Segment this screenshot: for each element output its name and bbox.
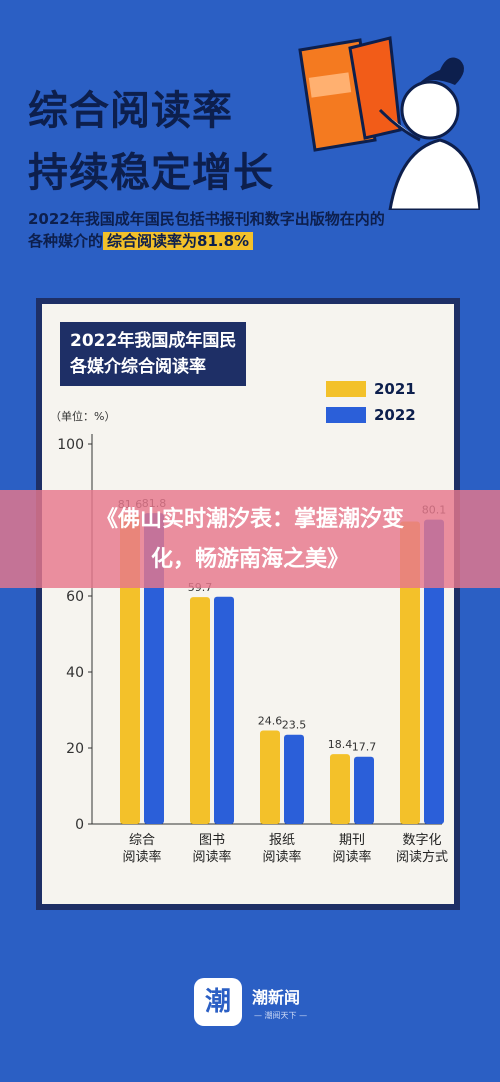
bar-2021-1 bbox=[190, 597, 210, 824]
app-name: 潮新闻 bbox=[252, 988, 301, 1007]
subtitle-line2: 各种媒介的 综合阅读率为81.8% bbox=[28, 230, 254, 251]
y-tick-label: 0 bbox=[75, 817, 84, 833]
legend-item-2022: 2022 bbox=[326, 402, 416, 428]
bar-2022-4 bbox=[424, 519, 444, 824]
unit-label: （单位：%） bbox=[50, 410, 116, 423]
chart-legend: 2021 2022 bbox=[326, 376, 416, 428]
x-tick-label: 图书 bbox=[199, 833, 225, 848]
x-tick-label: 报纸 bbox=[269, 833, 295, 848]
bar-2022-1 bbox=[214, 596, 234, 824]
x-tick-label: 期刊 bbox=[339, 833, 365, 848]
data-label: 23.5 bbox=[282, 719, 307, 732]
banner-line2: 化，畅游南海之美》 bbox=[150, 547, 349, 572]
chart-title-line2: 各媒介综合阅读率 bbox=[70, 357, 206, 377]
subtitle-prefix: 各种媒介的 bbox=[28, 232, 104, 250]
y-tick-label: 60 bbox=[66, 589, 84, 605]
x-tick-label: 阅读率 bbox=[332, 849, 371, 864]
bar-2022-3 bbox=[354, 756, 374, 824]
y-tick-label: 20 bbox=[66, 741, 84, 757]
headline-line1: 综合阅读率 bbox=[28, 88, 233, 134]
legend-swatch-2022 bbox=[326, 407, 366, 423]
infographic-header: 综合阅读率 持续稳定增长 2022年我国成年国民包括书报刊和数字出版物在内的 各… bbox=[0, 0, 500, 270]
chart-title-line1: 2022年我国成年国民 bbox=[70, 331, 237, 351]
bar-2021-4 bbox=[400, 521, 420, 824]
legend-label-2022: 2022 bbox=[374, 406, 416, 424]
y-tick-label: 40 bbox=[66, 665, 84, 681]
subtitle-line1: 2022年我国成年国民包括书报刊和数字出版物在内的 bbox=[28, 210, 385, 228]
app-logo: 潮 bbox=[194, 978, 242, 1026]
headline-line2: 持续稳定增长 bbox=[28, 150, 274, 196]
data-label: 17.7 bbox=[352, 741, 377, 754]
x-tick-label: 阅读方式 bbox=[396, 849, 448, 864]
x-tick-label: 阅读率 bbox=[192, 849, 231, 864]
subtitle-highlight: 综合阅读率为81.8% bbox=[103, 232, 254, 250]
x-tick-label: 综合 bbox=[129, 833, 155, 848]
x-tick-label: 阅读率 bbox=[262, 849, 301, 864]
banner-line1: 《佛山实时潮汐表：掌握潮汐变 bbox=[95, 507, 404, 532]
y-tick-label: 100 bbox=[57, 437, 84, 453]
x-tick-label: 数字化 bbox=[402, 833, 441, 848]
app-tagline: — 潮阅天下 — bbox=[254, 1011, 308, 1020]
legend-swatch-2021 bbox=[326, 381, 366, 397]
legend-label-2021: 2021 bbox=[374, 380, 416, 398]
x-tick-label: 阅读率 bbox=[122, 849, 161, 864]
bar-2021-3 bbox=[330, 754, 350, 824]
legend-item-2021: 2021 bbox=[326, 376, 416, 402]
bar-2022-2 bbox=[284, 734, 304, 824]
data-label: 24.6 bbox=[258, 715, 283, 728]
bar-2021-2 bbox=[260, 730, 280, 824]
bar-2022-0 bbox=[144, 513, 164, 824]
reader-illustration bbox=[298, 36, 480, 210]
chart-card: 2022年我国成年国民 各媒介综合阅读率 2021 2022 （单位：%） 0 2… bbox=[36, 298, 460, 910]
bar-chart: 020406010081.681.8综合阅读率59.7图书阅读率24.623.5… bbox=[57, 434, 448, 864]
overlay-banner[interactable]: 《佛山实时潮汐表：掌握潮汐变 化，畅游南海之美》 bbox=[0, 490, 500, 588]
data-label: 18.4 bbox=[328, 738, 353, 751]
bar-2021-0 bbox=[120, 513, 140, 824]
chart-title: 2022年我国成年国民 各媒介综合阅读率 bbox=[60, 322, 247, 386]
